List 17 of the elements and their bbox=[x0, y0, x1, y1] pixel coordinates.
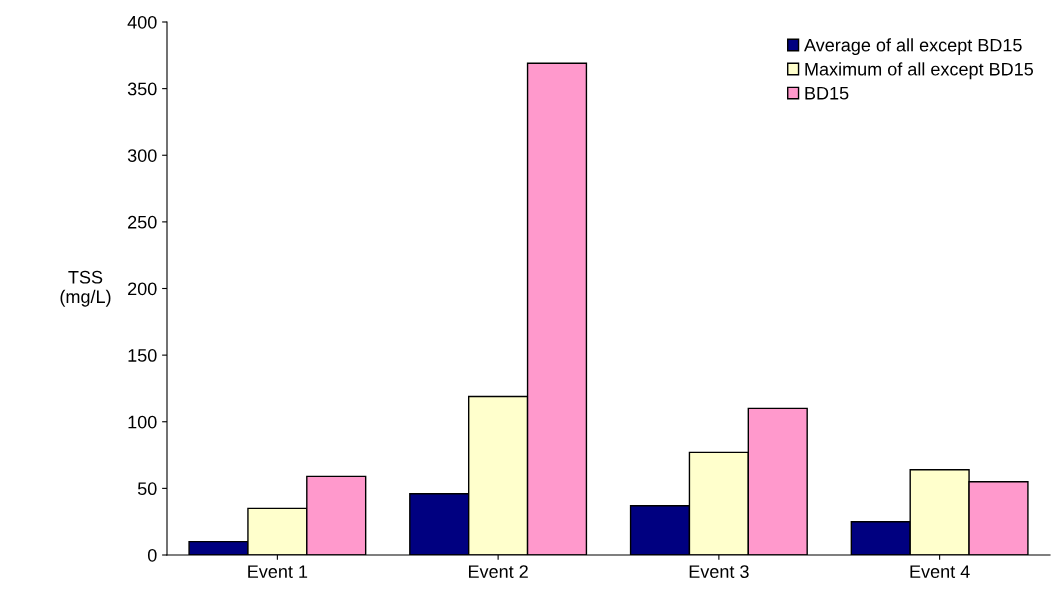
x-tick-label: Event 1 bbox=[248, 565, 308, 578]
y-tick-label: 400 bbox=[127, 15, 157, 29]
y-tick-label: 150 bbox=[128, 349, 157, 362]
legend-label: Maximum of all except BD15 bbox=[805, 62, 1033, 80]
y-tick-label: 200 bbox=[128, 282, 157, 296]
y-tick-label: 100 bbox=[128, 415, 157, 429]
y-tick-label: 350 bbox=[127, 82, 157, 96]
y-axis-title: TSS (mg/L) bbox=[60, 270, 111, 307]
y-tick-label: 300 bbox=[127, 149, 157, 162]
y-tick-label: 250 bbox=[128, 215, 157, 229]
x-tick-label: Event 4 bbox=[910, 565, 970, 578]
x-tick-label: Event 2 bbox=[468, 565, 528, 578]
y-tick-label: 0 bbox=[147, 548, 157, 562]
x-tick-label: Event 3 bbox=[689, 565, 749, 578]
y-tick-label: 50 bbox=[137, 482, 157, 496]
legend-label: Average of all except BD15 bbox=[804, 38, 1022, 56]
legend-label: BD15 bbox=[805, 87, 849, 100]
